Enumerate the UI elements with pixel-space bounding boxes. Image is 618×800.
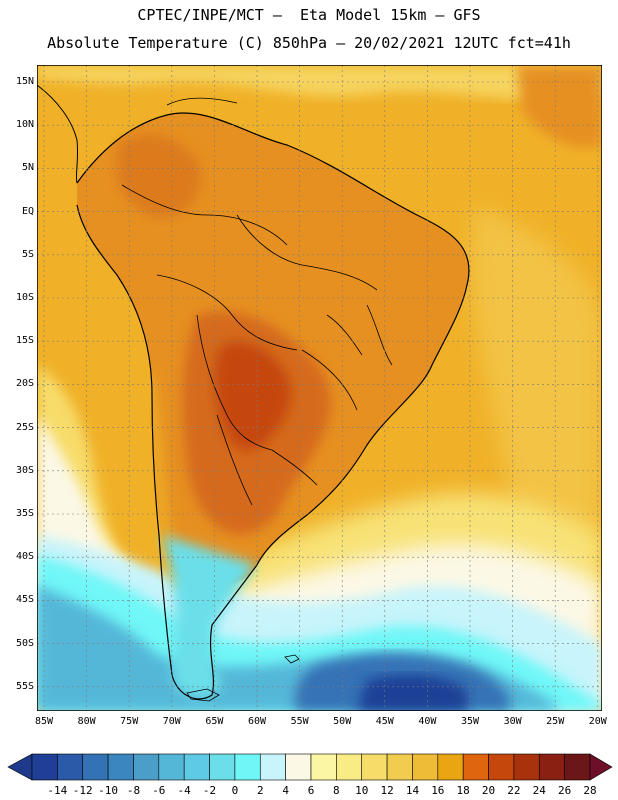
colorbar-swatch	[437, 753, 464, 781]
lat-label: 5S	[21, 248, 34, 260]
colorbar-swatch	[513, 753, 540, 781]
lon-label: 60W	[247, 716, 267, 727]
colorbar-swatch	[488, 753, 515, 781]
lat-label: EQ	[21, 205, 34, 217]
colorbar-label: -6	[152, 784, 166, 797]
lat-label: 20S	[15, 378, 34, 390]
lon-label: 30W	[503, 716, 522, 727]
lon-label: 65W	[205, 716, 224, 727]
colorbar-label: 18	[456, 784, 470, 797]
lat-label: 5N	[21, 162, 34, 174]
field-ne-orange	[517, 65, 602, 148]
colorbar-swatch	[107, 753, 134, 781]
lon-label: 50W	[333, 716, 352, 727]
lon-label: 55W	[290, 716, 309, 727]
colorbar-swatch	[386, 753, 413, 781]
lon-label: 45W	[375, 716, 394, 727]
colorbar-label: 12	[380, 784, 394, 797]
colorbar-label: 14	[405, 784, 420, 797]
colorbar-label: -2	[202, 784, 217, 797]
lon-label: 35W	[460, 716, 480, 727]
lat-label: 10S	[15, 292, 34, 303]
land-patagonia	[162, 535, 257, 698]
colorbar-label: 24	[532, 784, 546, 797]
colorbar-swatch	[462, 753, 489, 781]
lat-label: 15N	[15, 76, 34, 87]
colorbar-label: 0	[231, 784, 239, 797]
colorbar-label: -4	[177, 784, 191, 797]
lat-label: 10N	[15, 119, 34, 131]
lon-label: 20W	[588, 716, 607, 727]
colorbar-label: -14	[47, 784, 68, 797]
lon-label: 85W	[34, 716, 54, 727]
map-title-line2: Absolute Temperature (C) 850hPa – 20/02/…	[47, 34, 571, 52]
colorbar-swatch	[234, 753, 261, 781]
colorbar-swatch	[336, 753, 363, 781]
colorbar-label: 20	[481, 784, 496, 797]
colorbar-label: 6	[307, 784, 315, 797]
land-hot-north	[117, 134, 201, 218]
coastline-south-america	[76, 112, 470, 700]
colorbar-label: 26	[558, 784, 572, 797]
lat-label: 50S	[15, 637, 34, 649]
coastline-central-america	[37, 84, 79, 184]
colorbar-label: 4	[282, 784, 289, 797]
lat-label: 35S	[15, 508, 34, 519]
colorbar-swatch	[209, 753, 236, 781]
lon-label: 80W	[77, 716, 96, 727]
colorbar-swatch	[285, 753, 312, 781]
colorbar-swatch	[361, 753, 388, 781]
lon-label: 40W	[418, 716, 437, 727]
colorbar-swatch	[57, 753, 84, 781]
colorbar-swatch	[564, 753, 591, 781]
colorbar-swatch	[538, 753, 565, 781]
lat-label: 55S	[15, 680, 34, 692]
colorbar-label: -10	[98, 784, 119, 797]
lat-label: 40S	[15, 551, 34, 563]
colorbar-label: 28	[583, 784, 597, 797]
colorbar-swatch	[133, 753, 160, 781]
colorbar-swatch	[158, 753, 185, 781]
colorbar	[7, 753, 613, 781]
colorbar-label: -8	[126, 784, 141, 797]
lon-label: 25W	[546, 716, 565, 727]
colorbar-swatch	[183, 753, 210, 781]
colorbar-swatch	[310, 753, 337, 781]
colorbar-label: 22	[507, 784, 521, 797]
colorbar-label: 10	[355, 784, 369, 797]
falklands	[284, 654, 300, 664]
land-hottest	[214, 341, 292, 450]
graticule	[37, 65, 602, 711]
colorbar-under-arrow	[7, 753, 33, 781]
tierra-del-fuego	[186, 688, 220, 702]
field-east-light	[471, 205, 602, 605]
colorbar-label: -12	[72, 784, 93, 797]
lat-label: 30S	[15, 464, 34, 476]
colorbar-label: 8	[333, 784, 340, 797]
colorbar-over-arrow	[589, 753, 613, 781]
colorbar-label: 16	[431, 784, 445, 797]
coastline-caribbean	[166, 97, 238, 106]
colorbar-label: 2	[256, 784, 264, 797]
colorbar-swatch	[82, 753, 109, 781]
country-borders	[121, 184, 393, 506]
lon-label: 75W	[120, 716, 139, 727]
temperature-map[interactable]	[37, 65, 602, 711]
lon-label: 70W	[162, 716, 181, 727]
lat-label: 15S	[15, 335, 34, 347]
lat-label: 45S	[15, 594, 34, 606]
colorbar-swatch	[259, 753, 286, 781]
field-north-yellow	[37, 65, 602, 100]
lat-label: 25S	[15, 421, 34, 433]
colorbar-swatch	[412, 753, 439, 781]
colorbar-swatch	[31, 753, 58, 781]
map-title-line1: CPTEC/INPE/MCT – Eta Model 15km – GFS	[137, 6, 481, 24]
